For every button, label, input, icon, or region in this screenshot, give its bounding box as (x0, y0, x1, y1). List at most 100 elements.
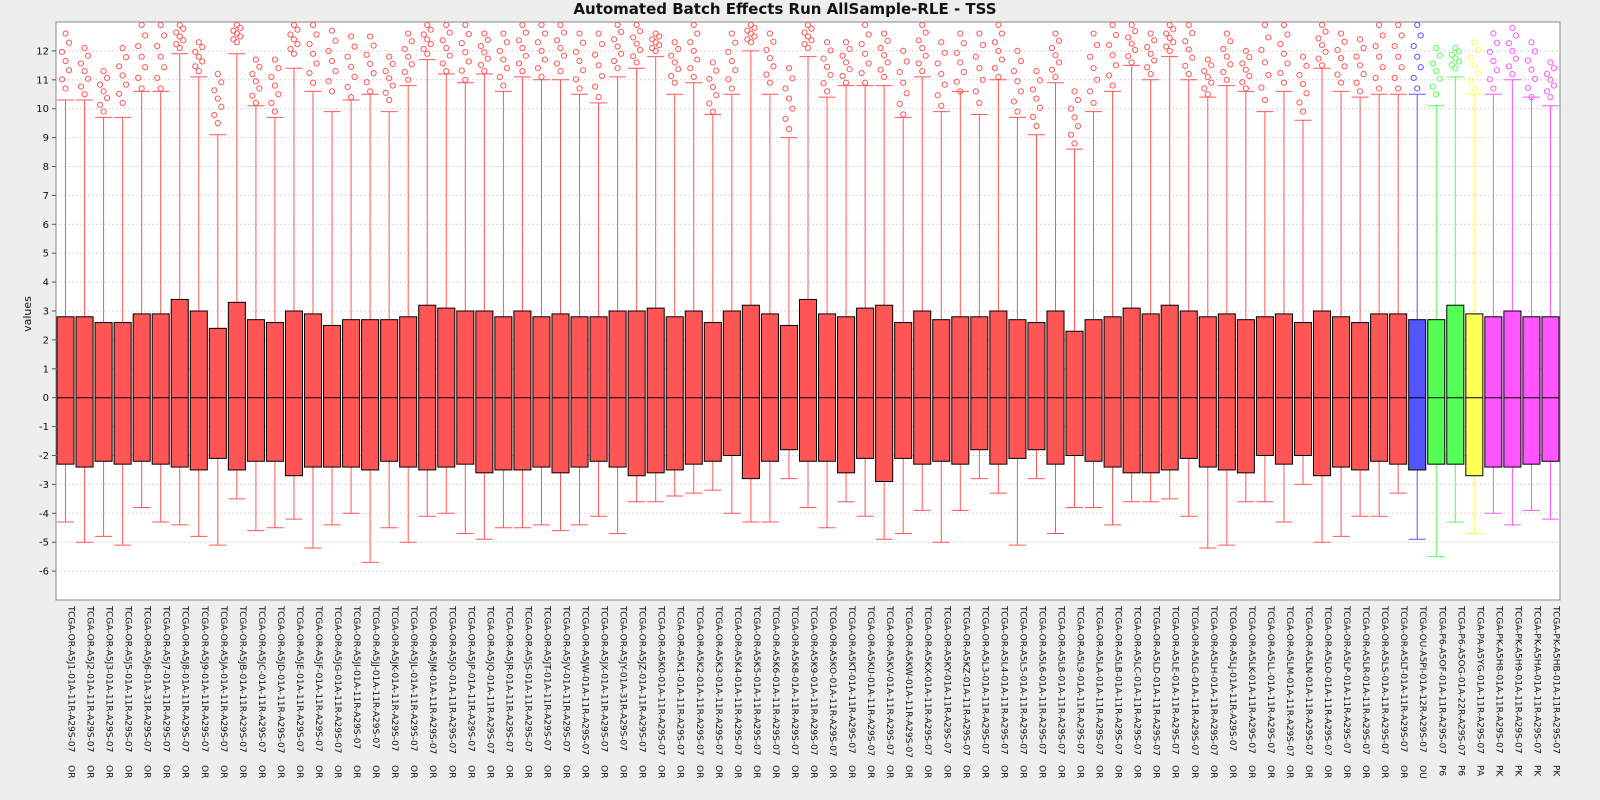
outlier-point (1151, 37, 1158, 44)
outlier-point (458, 40, 465, 47)
outlier-point (1109, 52, 1116, 59)
outlier-point (763, 46, 770, 54)
outlier-point (462, 49, 469, 56)
outlier-point (732, 39, 739, 46)
outlier-point (1543, 70, 1551, 78)
outlier-point (420, 31, 427, 38)
outlier-point (1265, 71, 1272, 79)
outlier-point (1033, 68, 1040, 75)
box (189, 310, 208, 471)
outlier-point (671, 39, 678, 46)
outlier-point (180, 37, 187, 44)
x-tick-label: TCGA-OR-A5LA-01A-11R-A29S-07 (1094, 605, 1104, 755)
x-tick-label: TCGA-OR-A5J5-01A-11R-A29S-07 (123, 605, 133, 752)
outlier-point (652, 30, 659, 37)
x-tick-label: TCGA-OR-A5LK-01A-11R-A29S-07 (1246, 605, 1256, 754)
outlier-point (290, 36, 298, 43)
outlier-point (782, 115, 789, 122)
outlier-point (1048, 66, 1056, 73)
x-tick-label: TCGA-OR-A5LB-01A-11R-A29S-07 (1113, 605, 1123, 755)
outlier-point (249, 92, 256, 99)
outlier-point (1337, 79, 1345, 86)
outlier-point (515, 60, 523, 67)
box (951, 316, 970, 465)
outlier-point (386, 53, 393, 60)
outlier-point (1524, 57, 1532, 64)
x-tick-label: TCGA-OR-A5JX-01A-11R-A29S-07 (599, 605, 609, 752)
outlier-point (1242, 66, 1249, 73)
outlier-point (1395, 53, 1402, 60)
x-batch-label: OR (998, 765, 1008, 778)
x-batch-label: OR (1170, 765, 1180, 778)
outlier-point (938, 39, 945, 46)
y-tick-label: -6 (39, 567, 49, 578)
outlier-point (957, 30, 964, 37)
outlier-point (579, 39, 587, 46)
outlier-point (367, 33, 374, 40)
outlier-point (1322, 48, 1329, 55)
outlier-point (1318, 42, 1326, 49)
y-tick-label: 3 (43, 307, 49, 318)
x-batch-label: OR (770, 765, 780, 778)
y-tick-label: -2 (39, 451, 49, 462)
outlier-point (138, 85, 145, 92)
x-batch-label: OR (541, 765, 551, 778)
outlier-point (268, 99, 275, 107)
outlier-point (572, 76, 580, 83)
outlier-point (1265, 34, 1272, 41)
outlier-point (1223, 53, 1230, 60)
outlier-point (1010, 98, 1018, 105)
x-tick-label: TCGA-OR-A5JR-01A-11R-A29S-07 (503, 605, 513, 752)
outlier-point (1391, 42, 1398, 50)
y-tick-label: 4 (43, 278, 49, 289)
outlier-point (538, 21, 545, 28)
outlier-point (881, 52, 888, 59)
outlier-point (1166, 47, 1173, 55)
box (837, 316, 856, 474)
outlier-point (1493, 39, 1500, 46)
x-tick-label: TCGA-OR-A5J8-01A-11R-A29S-07 (180, 605, 190, 752)
box (1446, 304, 1465, 465)
outlier-point (256, 85, 263, 92)
x-batch-label: OR (275, 765, 285, 778)
outlier-point (884, 37, 891, 44)
outlier-point (865, 31, 872, 38)
box (513, 310, 532, 471)
outlier-point (668, 52, 675, 59)
outlier-point (81, 44, 88, 52)
x-tick-label: TCGA-OR-A5JS-01A-11R-A29S-07 (522, 605, 532, 752)
x-batch-label: OR (465, 765, 475, 778)
outlier-point (522, 52, 530, 59)
box (532, 316, 551, 468)
outlier-point (119, 72, 126, 79)
outlier-point (1299, 53, 1307, 60)
x-batch-label: OR (884, 765, 894, 778)
outlier-point (842, 39, 850, 46)
x-tick-label: TCGA-PA-A5YG-01A-11R-A29S-07 (1474, 605, 1484, 754)
x-batch-label: OR (1055, 765, 1065, 778)
x-tick-label: TCGA-OR-A5J7-01A-11R-A29S-07 (161, 605, 171, 752)
outlier-point (649, 36, 656, 43)
outlier-point (1471, 39, 1478, 46)
outlier-point (344, 53, 351, 60)
outlier-point (211, 87, 218, 94)
x-batch-label: OR (503, 765, 513, 778)
outlier-point (157, 21, 164, 28)
outlier-point (1433, 91, 1440, 98)
outlier-point (1033, 95, 1040, 102)
outlier-point (614, 21, 621, 28)
outlier-point (446, 52, 453, 59)
x-batch-label: OR (1360, 765, 1370, 778)
outlier-point (1490, 85, 1497, 92)
outlier-point (386, 96, 393, 104)
outlier-point (1052, 52, 1059, 59)
outlier-point (1204, 91, 1211, 98)
box (684, 310, 703, 465)
outlier-point (827, 71, 834, 79)
box (151, 313, 170, 465)
outlier-point (401, 68, 408, 76)
box (1484, 316, 1503, 468)
outlier-point (572, 48, 580, 55)
outlier-point (1052, 30, 1059, 37)
outlier-point (1296, 99, 1303, 106)
